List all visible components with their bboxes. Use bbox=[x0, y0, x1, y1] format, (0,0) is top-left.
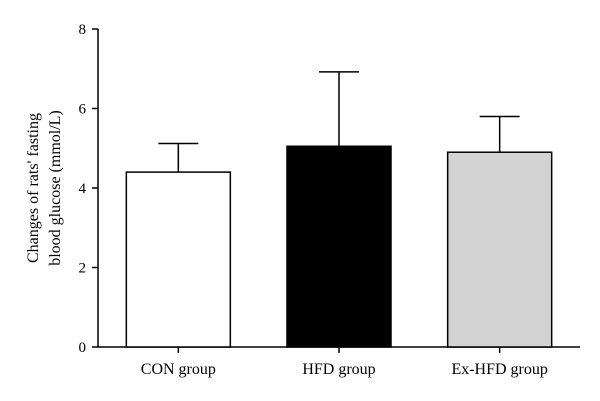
y-axis-title-line-1: Changes of rats' fasting bbox=[25, 113, 42, 263]
x-tick-label: CON group bbox=[141, 361, 216, 378]
bar bbox=[286, 145, 392, 348]
y-axis-title-line-2: blood glucose (mmol/L) bbox=[47, 110, 64, 266]
bar bbox=[446, 151, 553, 348]
y-tick-label: 2 bbox=[79, 261, 87, 277]
y-tick-label: 0 bbox=[79, 340, 87, 356]
x-tick-label: Ex-HFD group bbox=[451, 361, 547, 378]
y-tick-label: 4 bbox=[79, 181, 87, 197]
x-tick-label: HFD group bbox=[302, 361, 375, 378]
y-tick-label: 8 bbox=[79, 22, 87, 38]
y-axis-title: Changes of rats' fasting blood glucose (… bbox=[25, 110, 64, 266]
plot-area: 0 2 4 6 8 CON group HFD group Ex-HFD group bbox=[79, 22, 580, 378]
y-tick-label: 6 bbox=[79, 102, 87, 118]
bar bbox=[125, 171, 232, 348]
